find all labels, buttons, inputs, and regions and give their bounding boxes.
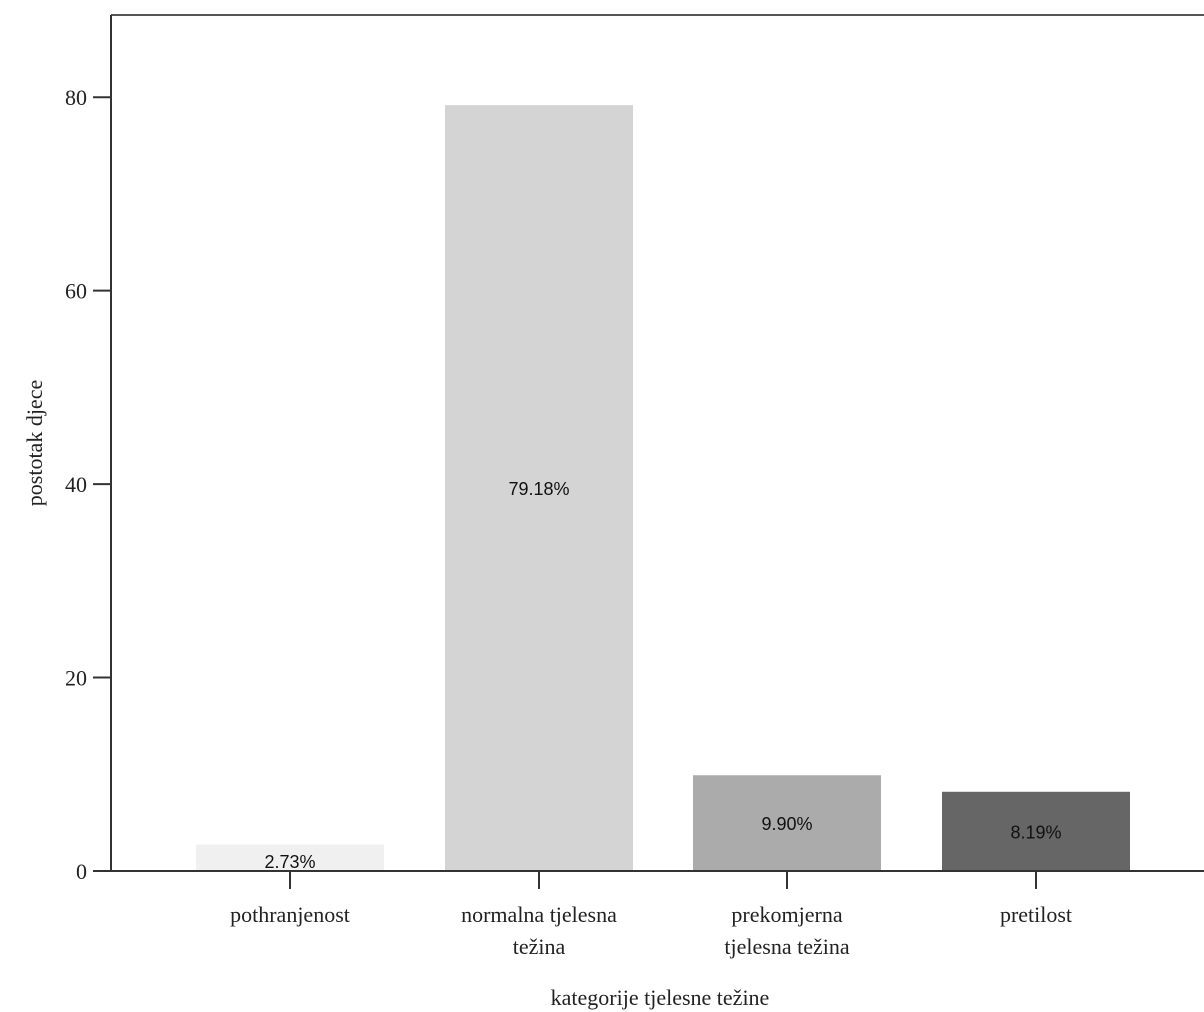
bar-3 bbox=[693, 775, 881, 871]
data-label-2: 79.18% bbox=[508, 479, 569, 499]
y-tick-label-0: 0 bbox=[76, 859, 87, 884]
bar-1 bbox=[196, 844, 384, 871]
data-labels-group: 2.73% 79.18% 9.90% 8.19% bbox=[264, 479, 1061, 872]
x-tick-label-4: pretilost bbox=[1000, 902, 1072, 927]
y-ticks-group: 0 20 40 60 80 bbox=[65, 85, 111, 884]
x-tick-label-3: prekomjerna tjelesna težina bbox=[724, 902, 849, 959]
bar-4 bbox=[942, 791, 1130, 871]
y-tick-label-60: 60 bbox=[65, 279, 87, 304]
bars-group bbox=[196, 105, 1130, 871]
bar-2 bbox=[445, 105, 633, 871]
data-label-1: 2.73% bbox=[264, 852, 315, 872]
x-tick-label-1: pothranjenost bbox=[230, 902, 350, 927]
y-tick-label-80: 80 bbox=[65, 85, 87, 110]
data-label-4: 8.19% bbox=[1010, 822, 1061, 842]
y-tick-label-40: 40 bbox=[65, 472, 87, 497]
y-tick-label-20: 20 bbox=[65, 666, 87, 691]
data-label-3: 9.90% bbox=[761, 814, 812, 834]
x-axis-title: kategorije tjelesne težine bbox=[551, 985, 770, 1010]
x-ticks-group: pothranjenost normalna tjelesna težina prek… bbox=[230, 871, 1072, 959]
y-axis-title: postotak djece bbox=[22, 380, 47, 506]
x-tick-label-2: normalna tjelesna težina bbox=[461, 902, 617, 959]
